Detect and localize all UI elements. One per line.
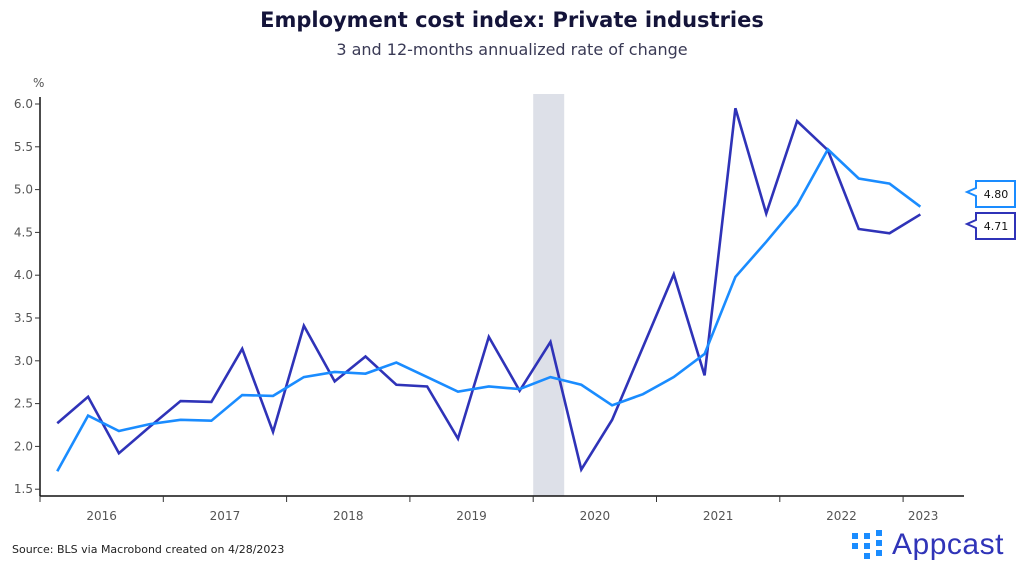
chart: % 1.5 2.0 2.5 3.0 3.5 4.0 4.5 5.0 5.5 6.0 2016 2017 2… [14, 76, 1016, 523]
callout-box [964, 212, 1016, 240]
appcast-logo-icon [852, 530, 882, 559]
y-tick-label: 1.5 [14, 482, 33, 496]
y-tick-label: 2.0 [14, 439, 33, 453]
series-line-1 [56, 147, 922, 472]
x-tick-label: 2021 [703, 509, 734, 523]
appcast-logo-text: Appcast [892, 528, 1004, 561]
x-tick-label: 2017 [210, 509, 241, 523]
y-tick-label: 4.0 [14, 268, 33, 282]
last-value-callout-1: 4.80 [964, 180, 1016, 208]
callout-label: 4.71 [984, 220, 1009, 233]
y-tick-label: 4.5 [14, 225, 33, 239]
y-tick-label: 5.5 [14, 140, 33, 154]
x-tick-label: 2016 [86, 509, 117, 523]
series-line-0 [56, 107, 922, 473]
y-tick-label: 5.0 [14, 183, 33, 197]
x-tick-label: 2019 [456, 509, 487, 523]
x-tick-label: 2023 [908, 509, 939, 523]
x-tick-label: 2020 [580, 509, 611, 523]
x-tick-label: 2018 [333, 509, 364, 523]
recession-shading [533, 94, 565, 496]
y-tick-label: 3.0 [14, 354, 33, 368]
y-tick-label: 6.0 [14, 97, 33, 111]
callout-box [964, 180, 1016, 208]
y-tick-label: 2.5 [14, 397, 33, 411]
last-value-callout-0: 4.71 [964, 212, 1016, 240]
x-tick-label: 2022 [826, 509, 857, 523]
chart-title: Employment cost index: Private industrie… [260, 8, 764, 32]
y-axis-unit-label: % [33, 76, 44, 90]
source-note: Source: BLS via Macrobond created on 4/2… [12, 543, 285, 556]
chart-subtitle: 3 and 12-months annualized rate of chang… [336, 40, 688, 59]
appcast-logo: Appcast [852, 528, 1004, 562]
y-tick-label: 3.5 [14, 311, 33, 325]
callout-label: 4.80 [984, 188, 1009, 201]
